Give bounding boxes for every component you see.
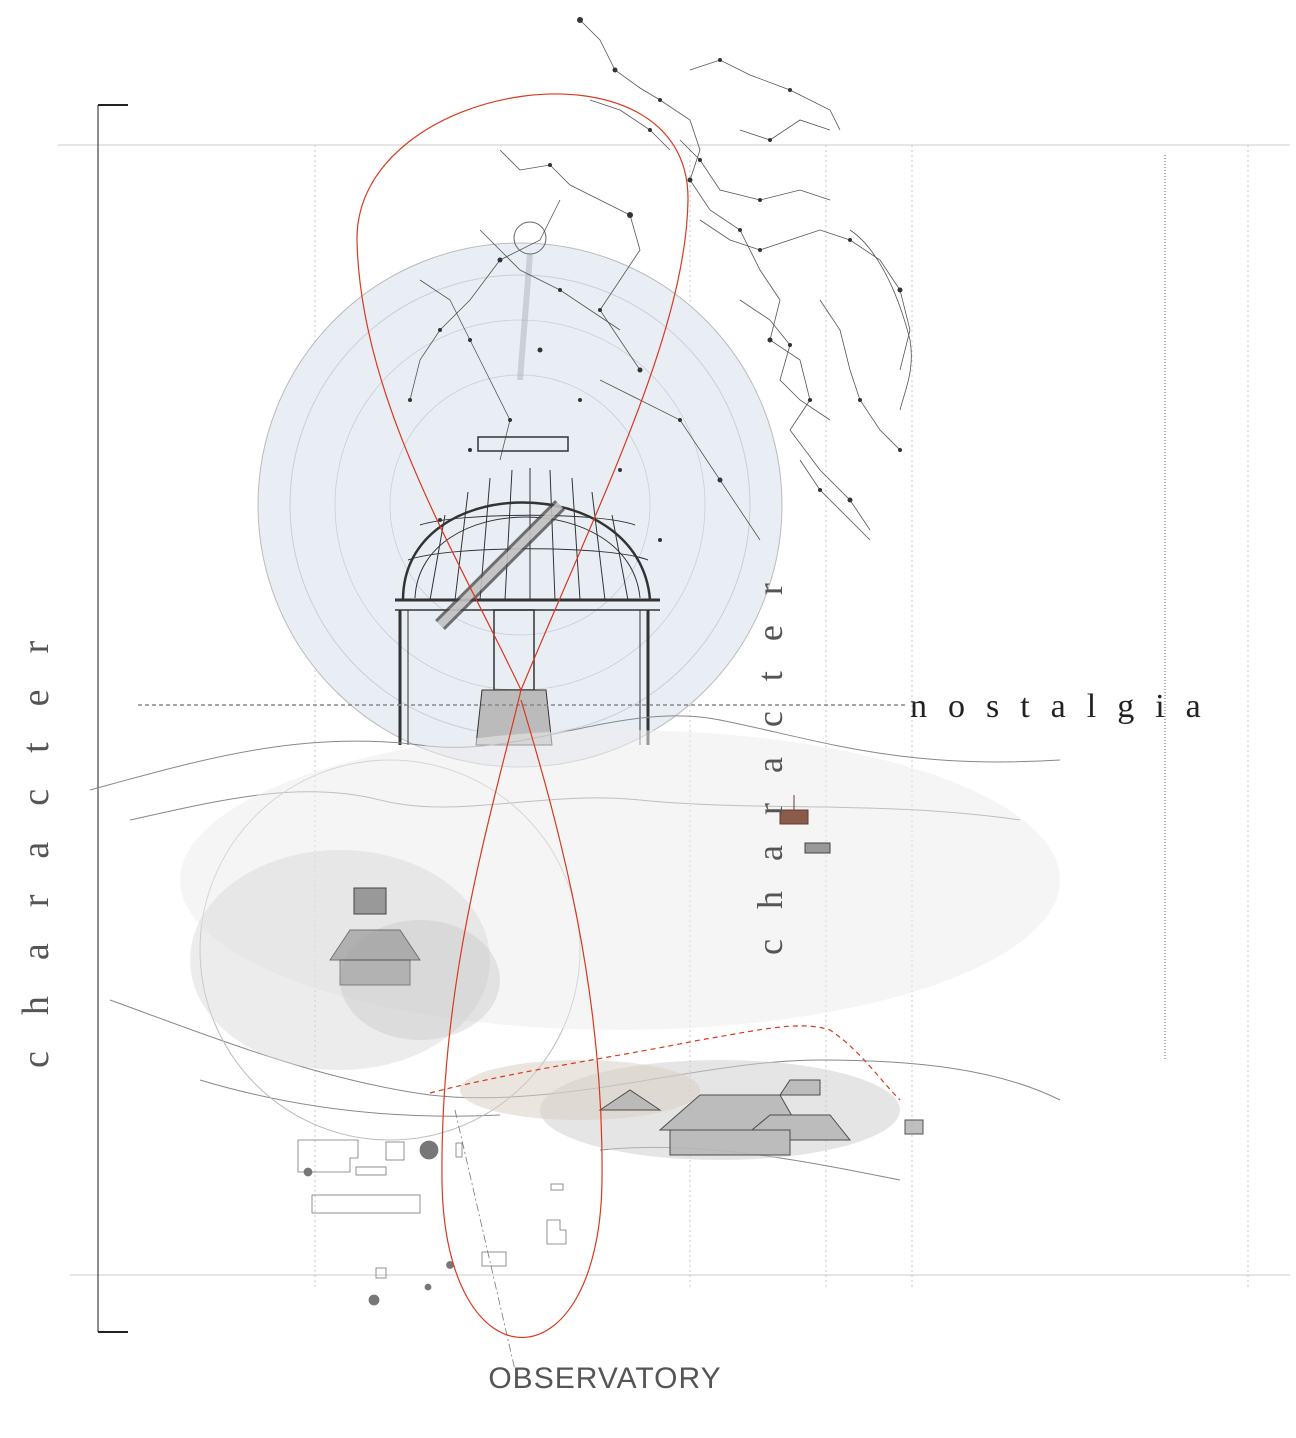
red-figure-eight <box>356 93 689 1338</box>
observatory-dome-drawing <box>395 436 660 746</box>
mist <box>180 730 1060 1160</box>
character-label-left: character <box>15 604 57 1068</box>
village-sketch <box>598 1079 924 1156</box>
observatory-title: OBSERVATORY <box>488 1362 722 1395</box>
house-sketch <box>329 887 421 986</box>
nostalgia-label: nostalgia <box>910 688 1222 725</box>
site-plan-fragments <box>297 1109 567 1371</box>
red-dashed-path <box>429 1025 901 1101</box>
character-label-middle: character <box>750 553 790 955</box>
church-sketch <box>779 795 831 854</box>
star-chart <box>257 17 912 768</box>
